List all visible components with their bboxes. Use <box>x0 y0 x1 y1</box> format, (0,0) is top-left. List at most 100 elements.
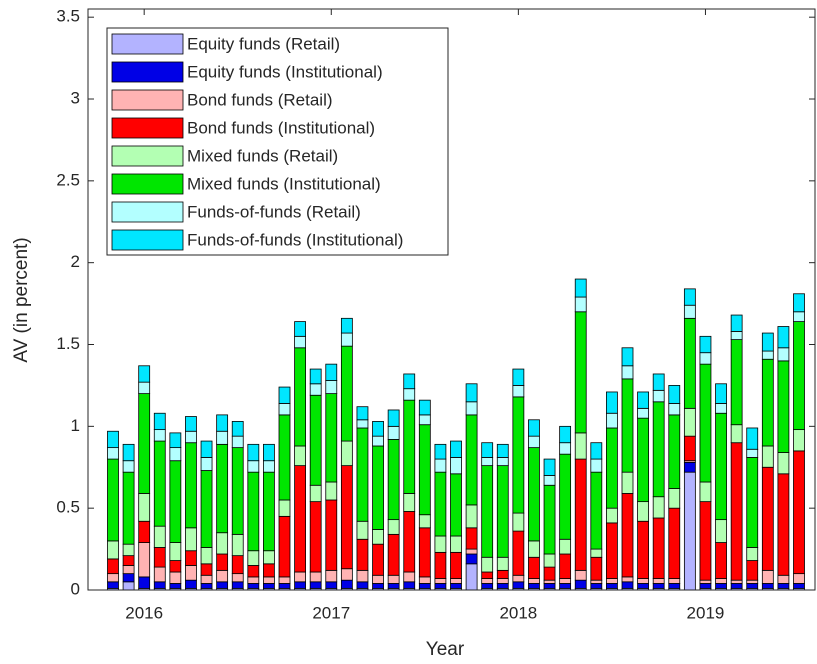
bar-segment <box>543 579 556 584</box>
bar-segment <box>200 563 213 576</box>
bar-segment <box>465 563 478 591</box>
bar-segment <box>668 578 681 584</box>
bar-segment <box>668 385 681 404</box>
bar-segment <box>543 475 556 486</box>
bar-segment <box>387 574 400 584</box>
bar-segment <box>122 555 135 566</box>
bar-segment <box>777 347 790 362</box>
bar-segment <box>185 565 197 581</box>
bar-segment <box>730 579 743 584</box>
bar-segment <box>637 391 649 409</box>
bar-segment <box>107 558 119 575</box>
bar-segment <box>216 569 229 583</box>
bar-segment <box>668 403 681 416</box>
bar-segment <box>387 425 400 440</box>
bar-segment <box>200 440 213 458</box>
bar-segment <box>746 579 759 584</box>
bar-segment <box>574 278 587 298</box>
bar-segment <box>761 332 774 352</box>
bar-segment <box>606 578 618 584</box>
bar-segment <box>231 533 244 557</box>
bar-segment <box>621 471 634 494</box>
bar-segment <box>637 520 649 579</box>
bar-segment <box>309 581 322 589</box>
bar-segment <box>325 569 338 583</box>
bar-segment <box>481 571 494 579</box>
legend-label: Equity funds (Institutional) <box>187 62 383 81</box>
bar-segment <box>559 453 572 540</box>
bar-segment <box>590 442 603 460</box>
bar-segment <box>340 568 353 581</box>
y-tick-label: 3.5 <box>56 7 80 26</box>
bar-segment <box>777 326 790 349</box>
bar-segment <box>777 452 790 475</box>
bar-segment <box>325 363 338 381</box>
bar-segment <box>247 576 260 584</box>
bar-segment <box>340 440 353 467</box>
bar-segment <box>278 576 291 584</box>
bar-segment <box>138 542 151 578</box>
bar-segment <box>543 553 556 568</box>
bar-segment <box>247 443 260 462</box>
bar-segment <box>652 583 665 589</box>
bar-segment <box>621 576 634 583</box>
bar-segment <box>465 414 478 506</box>
bar-segment <box>231 435 244 449</box>
bar-segment <box>325 380 338 395</box>
legend-label: Mixed funds (Institutional) <box>187 174 381 193</box>
bar-segment <box>185 416 197 432</box>
bar-segment <box>278 414 291 501</box>
bar-segment <box>200 457 213 471</box>
bar-segment <box>403 373 416 390</box>
bar-segment <box>294 465 306 573</box>
bar-segment <box>340 579 353 589</box>
bar-segment <box>403 581 416 589</box>
bar-segment <box>715 403 727 414</box>
bar-segment <box>403 511 416 573</box>
bar-segment <box>559 578 572 584</box>
bar-segment <box>231 555 244 575</box>
bar-segment <box>231 573 244 583</box>
bar-segment <box>606 522 618 579</box>
bar-segment <box>746 560 759 581</box>
bar-segment <box>294 321 306 337</box>
bar-segment <box>216 581 229 589</box>
bar-segment <box>715 578 727 584</box>
bar-segment <box>465 548 478 555</box>
bar-segment <box>699 481 712 503</box>
bar-segment <box>418 583 431 589</box>
bar-segment <box>185 550 197 566</box>
bar-segment <box>403 571 416 583</box>
bar-segment <box>169 560 182 573</box>
bar-segment <box>496 556 509 571</box>
bar-segment <box>372 574 384 584</box>
bar-segment <box>450 578 462 584</box>
bar-segment <box>496 443 509 458</box>
bar-segment <box>356 569 369 583</box>
bar-segment <box>325 481 338 501</box>
legend-swatch <box>111 117 184 139</box>
bar-segment <box>481 556 494 573</box>
bar-segment <box>278 403 291 416</box>
bar-segment <box>543 583 556 589</box>
bar-segment <box>340 332 353 347</box>
bar-segment <box>403 399 416 494</box>
bar-segment <box>122 543 135 557</box>
bar-segment <box>699 583 712 589</box>
bar-segment <box>683 304 696 319</box>
bar-segment <box>309 484 322 503</box>
bar-segment <box>730 442 743 581</box>
bar-segment <box>356 419 369 429</box>
bar-segment <box>263 550 275 565</box>
bar-segment <box>325 393 338 483</box>
bar-segment <box>309 571 322 583</box>
bar-segment <box>263 460 275 473</box>
bar-segment <box>387 409 400 427</box>
y-tick-label: 0 <box>71 579 80 598</box>
bar-segment <box>450 457 462 475</box>
bar-segment <box>652 517 665 579</box>
bar-segment <box>699 363 712 483</box>
bar-segment <box>699 335 712 354</box>
bar-segment <box>450 551 462 579</box>
bar-segment <box>122 573 135 583</box>
